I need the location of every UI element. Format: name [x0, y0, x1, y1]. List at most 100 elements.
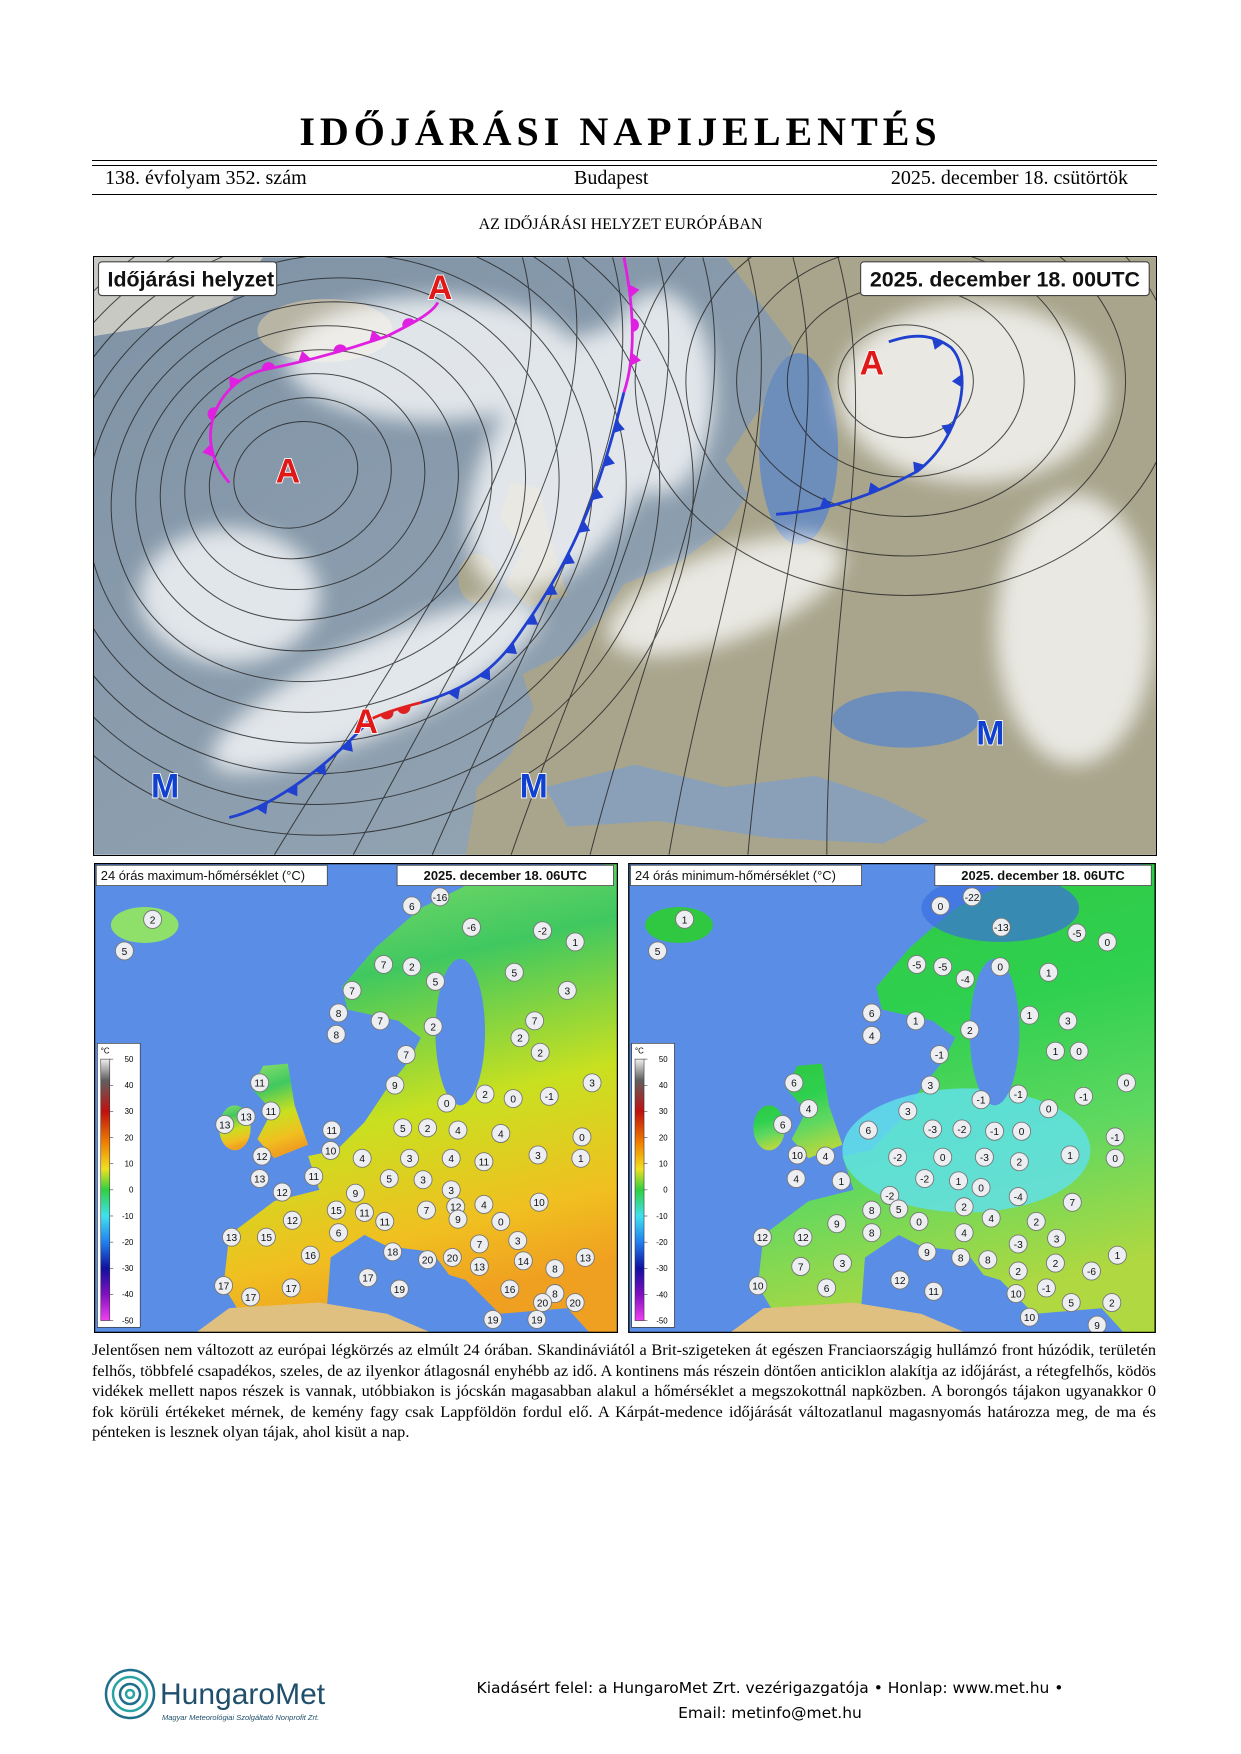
colorbar-tick-label: 10 [125, 1160, 134, 1169]
front-symbol [333, 344, 347, 354]
isobar [634, 257, 1156, 596]
station-value: 0 [1112, 1154, 1118, 1165]
station-marker [529, 1192, 549, 1212]
station-value: -4 [1014, 1193, 1023, 1204]
front-symbol [369, 330, 382, 343]
map-timestamp: 2025. december 18. 06UTC [424, 868, 587, 883]
front-symbol [255, 802, 268, 815]
station-marker [954, 1197, 974, 1217]
colorbar-tick-label: -30 [656, 1264, 668, 1273]
logo-icon [104, 1668, 156, 1720]
colorbar-tick-label: 20 [125, 1133, 134, 1142]
station-marker [582, 1073, 602, 1093]
station-value: 17 [286, 1284, 298, 1295]
station-marker [114, 941, 134, 961]
front-symbol [229, 376, 241, 389]
station-value: 3 [589, 1079, 595, 1090]
station-marker [375, 1211, 395, 1231]
isobar [208, 397, 392, 560]
pressure-center: A [276, 453, 300, 491]
station-value: -6 [1087, 1267, 1096, 1278]
station-marker [1062, 1192, 1082, 1212]
station-marker [345, 1183, 365, 1203]
station-value: 15 [261, 1233, 273, 1244]
colorbar-tick-label: -50 [122, 1316, 134, 1325]
station-value: 10 [325, 1146, 337, 1157]
station-marker [329, 1003, 348, 1023]
front-symbol [630, 352, 642, 366]
station-value: 12 [287, 1216, 299, 1227]
station-marker [1069, 1041, 1089, 1061]
station-value: 2 [482, 1090, 488, 1101]
isobar [94, 257, 627, 775]
station-marker [971, 1178, 991, 1198]
station-marker [261, 1101, 281, 1121]
front-symbol [819, 497, 833, 509]
station-value: 7 [1070, 1198, 1076, 1209]
front-symbol [286, 784, 298, 797]
station-value: 1 [578, 1154, 584, 1165]
fronts [202, 257, 964, 819]
station-marker [448, 1120, 468, 1140]
station-marker [862, 1025, 882, 1045]
station-value: 8 [958, 1253, 964, 1264]
station-marker [572, 1127, 592, 1147]
station-marker [557, 980, 577, 1000]
station-marker [1087, 1315, 1107, 1333]
station-marker [272, 1182, 292, 1202]
station-value: 2 [1017, 1158, 1023, 1169]
station-value: 6 [780, 1120, 786, 1131]
station-value: 0 [444, 1099, 450, 1110]
station-marker [1102, 1293, 1122, 1313]
station-marker [858, 1120, 878, 1140]
station-value: 0 [916, 1217, 922, 1228]
station-marker [1045, 1253, 1065, 1273]
isobar [184, 373, 426, 591]
colorbar-tick-label: -30 [122, 1264, 134, 1273]
front [622, 257, 634, 393]
station-marker [329, 1223, 348, 1243]
station-marker [962, 887, 982, 907]
station-marker [256, 1227, 276, 1247]
front-symbol [931, 337, 945, 350]
station-value: 12 [797, 1233, 809, 1244]
map-timestamp: 2025. december 18. 06UTC [961, 868, 1124, 883]
front-symbol [447, 687, 461, 700]
colorbar-tick-label: 10 [659, 1160, 668, 1169]
station-marker [949, 1171, 968, 1191]
station-marker [862, 1003, 882, 1023]
station-marker [862, 1200, 882, 1220]
station-marker [978, 1250, 998, 1270]
station-value: 5 [1068, 1299, 1074, 1310]
station-marker [1060, 1145, 1080, 1165]
station-value: 20 [447, 1253, 459, 1264]
station-marker [533, 921, 552, 941]
station-marker [1082, 1261, 1101, 1281]
colorbar-tick-label: 20 [659, 1133, 668, 1142]
station-value: 13 [580, 1253, 592, 1264]
pressure-center: M [976, 714, 1004, 752]
station-marker [250, 1169, 270, 1189]
colorbar-tick-label: -20 [656, 1238, 668, 1247]
station-value: 12 [450, 1203, 462, 1214]
station-value: 0 [1104, 938, 1110, 949]
station-marker [991, 917, 1011, 937]
station-marker [1008, 1234, 1028, 1254]
map-label: Időjárási helyzet [108, 268, 275, 292]
station-marker [241, 1287, 261, 1307]
timestamp-box [860, 261, 1150, 297]
station-value: 9 [1094, 1321, 1100, 1332]
station-marker [533, 1293, 552, 1312]
isobar [826, 257, 857, 855]
station-marker [565, 1293, 585, 1312]
station-marker [791, 1257, 811, 1276]
station-value: 0 [940, 1153, 946, 1164]
station-value: 0 [579, 1133, 585, 1144]
station-value: 17 [362, 1274, 374, 1285]
station-value: 0 [978, 1184, 984, 1195]
station-marker [971, 1090, 991, 1110]
label-box [95, 864, 328, 886]
station-value: 8 [869, 1229, 875, 1240]
station-value: 12 [757, 1233, 769, 1244]
station-value: 12 [256, 1152, 268, 1163]
